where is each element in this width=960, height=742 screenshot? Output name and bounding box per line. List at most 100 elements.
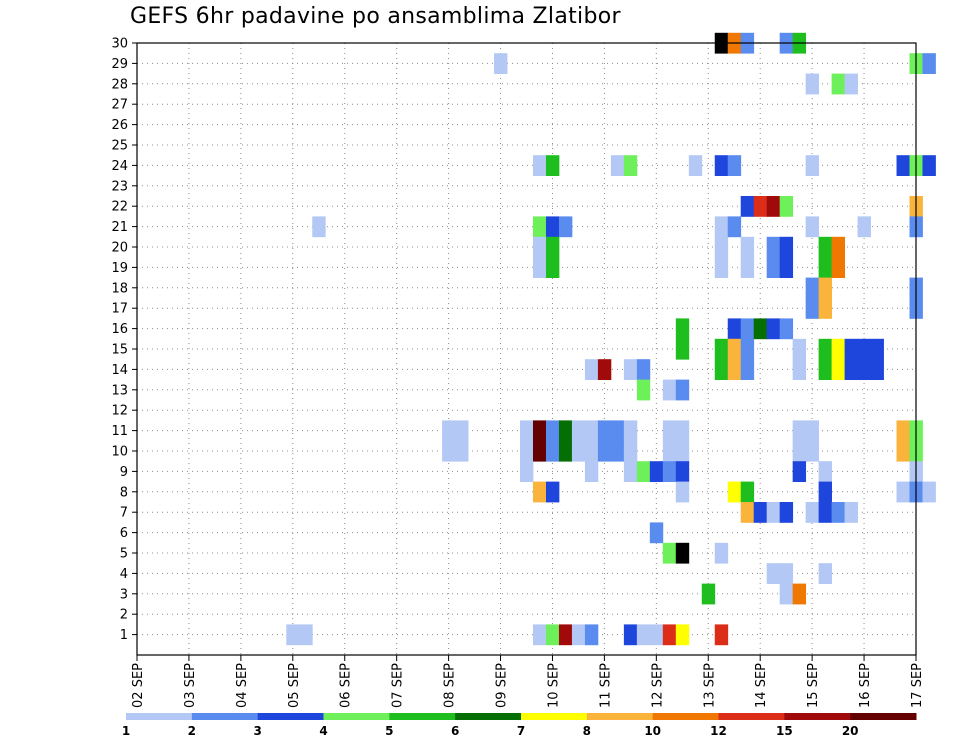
x-tick-label: 06 SEP <box>339 663 354 708</box>
y-tick-label: 14 <box>111 363 128 378</box>
y-tick-label: 16 <box>111 322 128 337</box>
heatmap-cell <box>844 359 858 380</box>
heatmap-cell <box>312 216 326 238</box>
heatmap-cell <box>636 359 651 380</box>
heatmap-cell <box>532 624 547 646</box>
heatmap-cell <box>792 583 807 605</box>
heatmap-cell <box>753 502 768 523</box>
heatmap-cell <box>545 216 560 238</box>
heatmap-cell <box>831 338 845 360</box>
heatmap-cell <box>818 338 833 360</box>
heatmap-cell <box>831 236 845 258</box>
heatmap-cell <box>558 624 573 646</box>
x-tick-label: 09 SEP <box>495 663 510 708</box>
heatmap-cell <box>870 359 884 380</box>
heatmap-cell <box>922 53 936 74</box>
x-tick-label: 14 SEP <box>754 663 769 708</box>
heatmap-cell <box>545 624 560 646</box>
y-tick-label: 24 <box>111 159 128 174</box>
heatmap-cell <box>792 338 807 360</box>
y-tick-label: 26 <box>111 118 128 133</box>
heatmap-cell <box>649 522 664 544</box>
heatmap-cell <box>584 461 599 482</box>
heatmap-cell <box>545 420 560 442</box>
heatmap-cell <box>610 420 625 442</box>
y-tick-label: 22 <box>111 200 128 215</box>
heatmap-cell <box>896 420 910 442</box>
heatmap-cell <box>675 624 690 646</box>
heatmap-cell <box>792 420 807 442</box>
heatmap-cell <box>740 338 755 360</box>
heatmap-cell <box>779 236 794 258</box>
colorbar: 1 2 3 4 5 6 7 8 10 12 15 20 <box>122 713 917 738</box>
heatmap-cell <box>766 257 781 278</box>
heatmap-cell <box>623 624 638 646</box>
heatmap-cell <box>727 155 742 176</box>
heatmap-cell <box>740 257 755 278</box>
heatmap-cell <box>896 481 910 503</box>
y-tick-label: 5 <box>120 547 128 562</box>
heatmap-cell <box>818 277 833 299</box>
y-tick-label: 20 <box>111 241 128 256</box>
heatmap-cell <box>675 481 690 503</box>
heatmap-cell <box>805 155 820 176</box>
heatmap-cell <box>623 440 638 462</box>
heatmap-cell <box>584 440 599 462</box>
heatmap-cell <box>792 359 807 380</box>
heatmap-cell <box>870 338 884 360</box>
heatmap-cell <box>714 359 729 380</box>
heatmap-cell <box>532 257 547 278</box>
heatmap-cell <box>818 359 833 380</box>
y-tick-label: 10 <box>111 445 128 460</box>
heatmap-cell <box>740 196 755 217</box>
heatmap-cell <box>662 461 677 482</box>
heatmap-cell <box>623 359 638 380</box>
y-tick-label: 1 <box>120 628 128 643</box>
y-tick-label: 21 <box>111 220 128 235</box>
x-tick-label: 04 SEP <box>235 663 250 708</box>
heatmap-cell <box>597 359 612 380</box>
heatmap-cell <box>896 155 910 176</box>
heatmap-cell <box>779 257 794 278</box>
heatmap-cell <box>805 298 820 319</box>
y-tick-label: 12 <box>111 404 128 419</box>
heatmap-cell <box>558 440 573 462</box>
colorbar-label: 2 <box>188 724 196 738</box>
heatmap-cells <box>286 32 936 646</box>
heatmap-cell <box>597 440 612 462</box>
heatmap-cell <box>831 73 845 95</box>
colorbar-label: 15 <box>776 724 793 738</box>
colorbar-segment <box>652 713 719 720</box>
heatmap-cell <box>532 420 547 442</box>
colorbar-segment <box>323 713 390 720</box>
heatmap-cell <box>714 257 729 278</box>
heatmap-cell <box>714 338 729 360</box>
heatmap-cell <box>675 420 690 442</box>
y-tick-label: 18 <box>111 281 128 296</box>
colorbar-segment <box>191 713 259 720</box>
y-tick-label: 25 <box>111 139 128 154</box>
colorbar-label: 6 <box>451 724 459 738</box>
heatmap-cell <box>571 624 586 646</box>
heatmap-cell <box>818 298 833 319</box>
heatmap-cell <box>818 502 833 523</box>
y-tick-label: 3 <box>120 587 128 602</box>
heatmap-cell <box>675 461 690 482</box>
colorbar-label: 5 <box>385 724 393 738</box>
heatmap-cell <box>520 440 534 462</box>
heatmap-cell <box>675 338 690 360</box>
colorbar-label: 3 <box>253 724 261 738</box>
heatmap-cell <box>922 481 936 503</box>
heatmap-cell <box>896 440 910 462</box>
x-tick-label: 05 SEP <box>287 663 302 708</box>
heatmap-cell <box>610 440 625 462</box>
x-tick-label: 12 SEP <box>650 663 665 708</box>
colorbar-label: 7 <box>517 724 525 738</box>
y-tick-label: 7 <box>120 506 128 521</box>
heatmap-cell <box>455 420 469 442</box>
heatmap-cell <box>532 481 547 503</box>
heatmap-cell <box>922 155 936 176</box>
heatmap-cell <box>299 624 313 646</box>
colorbar-label: 4 <box>319 724 327 738</box>
y-tick-label: 30 <box>111 37 128 52</box>
